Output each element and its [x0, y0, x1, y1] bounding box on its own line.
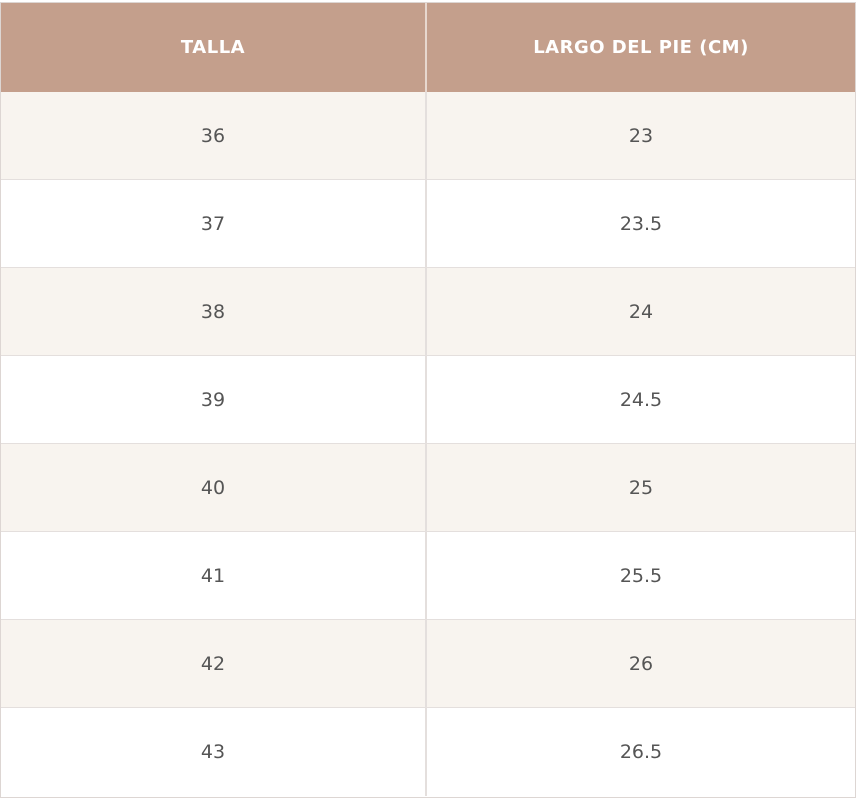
header-cell: LARGO DEL PIE (CM): [533, 37, 749, 58]
table-cell: 39: [1, 356, 427, 443]
table-row: 43 26.5: [1, 708, 855, 796]
table-row: 37 23.5: [1, 180, 855, 268]
table-cell: 26.5: [619, 741, 663, 763]
table-row: 39 24.5: [1, 356, 855, 444]
header-cell: TALLA: [1, 3, 427, 92]
table-cell: 42: [1, 620, 427, 707]
table-row: 40 25: [1, 444, 855, 532]
table-cell: 40: [1, 444, 427, 531]
table-cell: 43: [1, 708, 427, 796]
table-row: 36 23: [1, 92, 855, 180]
table-row: 38 24: [1, 268, 855, 356]
table-cell: 37: [1, 180, 427, 267]
table-cell: 23: [628, 124, 654, 147]
table-cell: 23.5: [619, 212, 663, 235]
table-cell: 24.5: [619, 388, 663, 411]
table-cell: 24: [628, 300, 654, 323]
header-row: TALLA LARGO DEL PIE (CM): [1, 3, 855, 92]
table-cell: 26: [628, 652, 654, 675]
table-cell: 38: [1, 268, 427, 355]
table-row: 42 26: [1, 620, 855, 708]
table-cell: 36: [1, 92, 427, 179]
table-cell: 41: [1, 532, 427, 619]
table-cell: 25: [628, 476, 654, 499]
table-row: 41 25.5: [1, 532, 855, 620]
table-cell: 25.5: [619, 564, 663, 587]
